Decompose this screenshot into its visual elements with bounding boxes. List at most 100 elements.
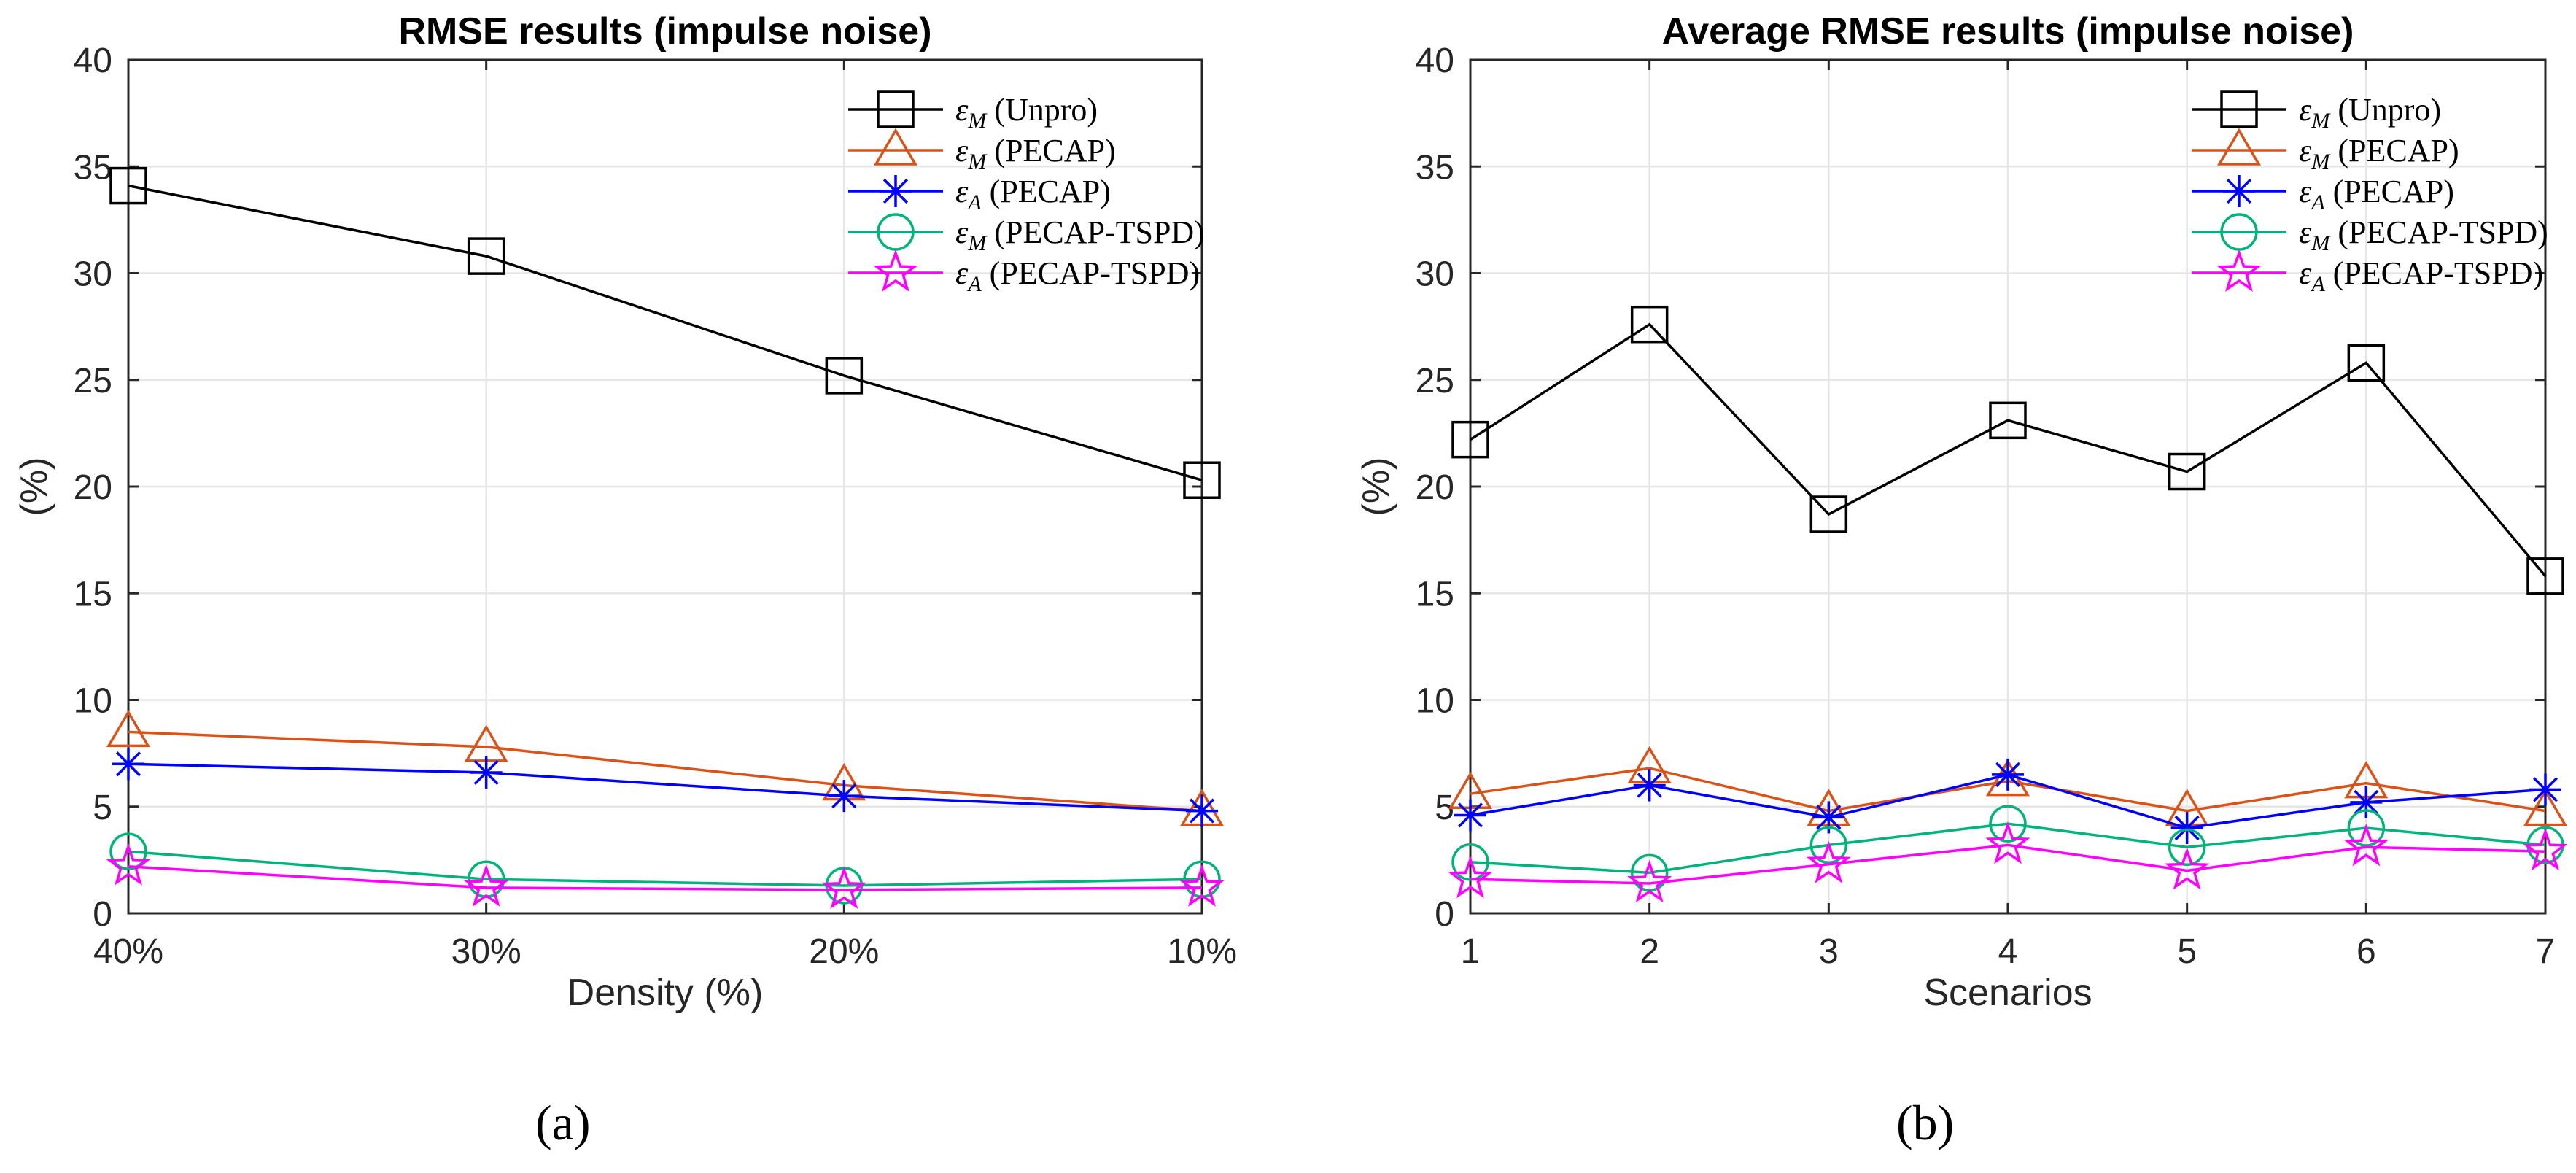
y-tick-label: 0: [93, 895, 112, 934]
y-tick-label: 40: [74, 42, 112, 80]
legend-item-m-unpro: εM (Unpro): [848, 90, 1098, 133]
legend-subscript: A: [2310, 272, 2325, 296]
legend-label: εA (PECAP-TSPD): [2299, 255, 2543, 296]
x-tick-label: 40%: [93, 932, 163, 971]
legend-item-a-pecap: εA (PECAP): [2192, 174, 2454, 214]
series-a-pecap-line: [128, 762, 1203, 813]
x-tick-label: 20%: [809, 932, 879, 971]
legend-subscript: M: [2311, 109, 2331, 133]
y-tick-label: 25: [74, 362, 112, 400]
series-a-pecap-point: [828, 780, 861, 813]
series-m-pecap-tspd-point: [2347, 809, 2386, 847]
series-a-pecap-tspd-point: [2523, 828, 2568, 871]
series-a-pecap-point: [2170, 812, 2203, 844]
y-tick-label: 10: [74, 682, 112, 721]
series-m-unpro-point: [109, 166, 147, 205]
series-m-pecap-tspd-point: [2168, 828, 2206, 867]
legend-marker: [2216, 249, 2262, 292]
series-m-pecap-point: [106, 709, 151, 748]
series-a-pecap-point: [112, 748, 144, 781]
series-m-unpro-point: [2347, 344, 2386, 382]
series-a-pecap-tspd-point: [464, 864, 509, 907]
legend-item-a-pecap-tspd: εA (PECAP-TSPD): [2192, 249, 2543, 296]
series-a-pecap-point: [470, 756, 503, 789]
legend-method: (PECAP): [2329, 133, 2459, 169]
chart-title: Average RMSE results (impulse noise): [1662, 10, 2354, 53]
chart-title: RMSE results (impulse noise): [398, 10, 931, 53]
caption-b: (b): [1896, 1095, 1955, 1150]
legend-subscript: M: [967, 150, 988, 174]
legend-item-m-pecap: εM (PECAP): [848, 128, 1116, 174]
series-m-unpro-point: [825, 357, 864, 395]
x-tick-label: 30%: [451, 932, 521, 971]
x-tick-label: 3: [1819, 932, 1839, 971]
legend-method: (PECAP): [2325, 174, 2454, 209]
legend-symbol: ε: [2299, 214, 2312, 250]
legend-label: εM (PECAP-TSPD): [2299, 214, 2548, 255]
series-m-unpro: [109, 166, 1221, 499]
legend-marker: [2216, 128, 2262, 166]
series-a-pecap-tspd: [1448, 821, 2568, 903]
legend-item-m-pecap-tspd: εM (PECAP-TSPD): [848, 213, 1205, 255]
series-m-pecap-tspd-point: [1809, 826, 1848, 864]
legend-marker: [2220, 90, 2258, 128]
y-tick-label: 25: [1416, 362, 1454, 400]
y-tick-label: 30: [1416, 255, 1454, 294]
legend-subscript: A: [966, 190, 982, 214]
series-a-pecap-point: [1454, 799, 1486, 832]
legend-subscript: M: [967, 109, 988, 133]
legend-method: (PECAP-TSPD): [982, 255, 1200, 291]
legend-item-a-pecap: εA (PECAP): [848, 174, 1111, 214]
legend-symbol: ε: [2299, 174, 2312, 209]
series-m-pecap-tspd-point: [109, 832, 147, 870]
legend-method: (PECAP-TSPD): [986, 214, 1205, 250]
x-tick-label: 2: [1640, 932, 1659, 971]
legend-label: εM (Unpro): [955, 92, 1098, 133]
series-a-pecap-tspd-point: [2165, 847, 2210, 890]
series-a-pecap-tspd-point: [1985, 821, 2030, 864]
legend-marker: [880, 175, 912, 207]
legend-marker: [873, 249, 918, 292]
series-a-pecap-tspd-point: [1448, 856, 1493, 899]
legend-symbol: ε: [955, 133, 969, 169]
legend-method: (Unpro): [986, 92, 1098, 128]
y-tick-label: 30: [74, 255, 112, 294]
legend-label: εM (PECAP): [955, 133, 1116, 174]
series-a-pecap: [112, 748, 1218, 827]
series-m-unpro-line: [128, 184, 1203, 481]
x-tick-label: 1: [1461, 932, 1481, 971]
y-tick-label: 40: [1416, 42, 1454, 80]
series-a-pecap-tspd-point: [821, 866, 866, 909]
legend-label: εA (PECAP): [955, 174, 1111, 214]
series-a-pecap-tspd-line: [128, 864, 1203, 891]
series-a-pecap-tspd-point: [1806, 840, 1851, 883]
series-a-pecap-point: [1633, 769, 1666, 802]
legend-marker: [877, 90, 915, 128]
series-m-unpro-point: [2526, 557, 2564, 595]
y-tick-label: 35: [74, 148, 112, 187]
x-tick-label: 5: [2177, 932, 2197, 971]
legend-subscript: M: [2311, 150, 2331, 174]
legend-symbol: ε: [955, 92, 969, 128]
legend-item-m-unpro: εM (Unpro): [2192, 90, 2441, 133]
y-tick-label: 20: [1416, 468, 1454, 507]
legend-item-m-pecap: εM (PECAP): [2192, 128, 2459, 174]
series-m-unpro: [1451, 305, 2564, 595]
legend-item-a-pecap-tspd: εA (PECAP-TSPD): [848, 249, 1200, 296]
x-axis-label: Density (%): [567, 972, 764, 1014]
series-a-pecap-point: [1992, 758, 2024, 791]
legend-method: (Unpro): [2329, 92, 2441, 128]
legend-symbol: ε: [955, 214, 969, 250]
legend-subscript: M: [967, 231, 988, 255]
series-m-unpro-point: [1809, 495, 1848, 533]
legend-item-m-pecap-tspd: εM (PECAP-TSPD): [2192, 213, 2548, 255]
legend: εM (Unpro)εM (PECAP)εA (PECAP)εM (PECAP-…: [848, 90, 1205, 296]
x-tick-label: 10%: [1167, 932, 1237, 971]
y-tick-label: 0: [1435, 895, 1454, 934]
y-tick-label: 15: [74, 575, 112, 613]
series-a-pecap-tspd-point: [106, 843, 151, 886]
series-m-pecap-tspd-line: [128, 850, 1203, 887]
caption-a: (a): [535, 1095, 591, 1150]
legend-label: εM (PECAP-TSPD): [955, 214, 1205, 255]
